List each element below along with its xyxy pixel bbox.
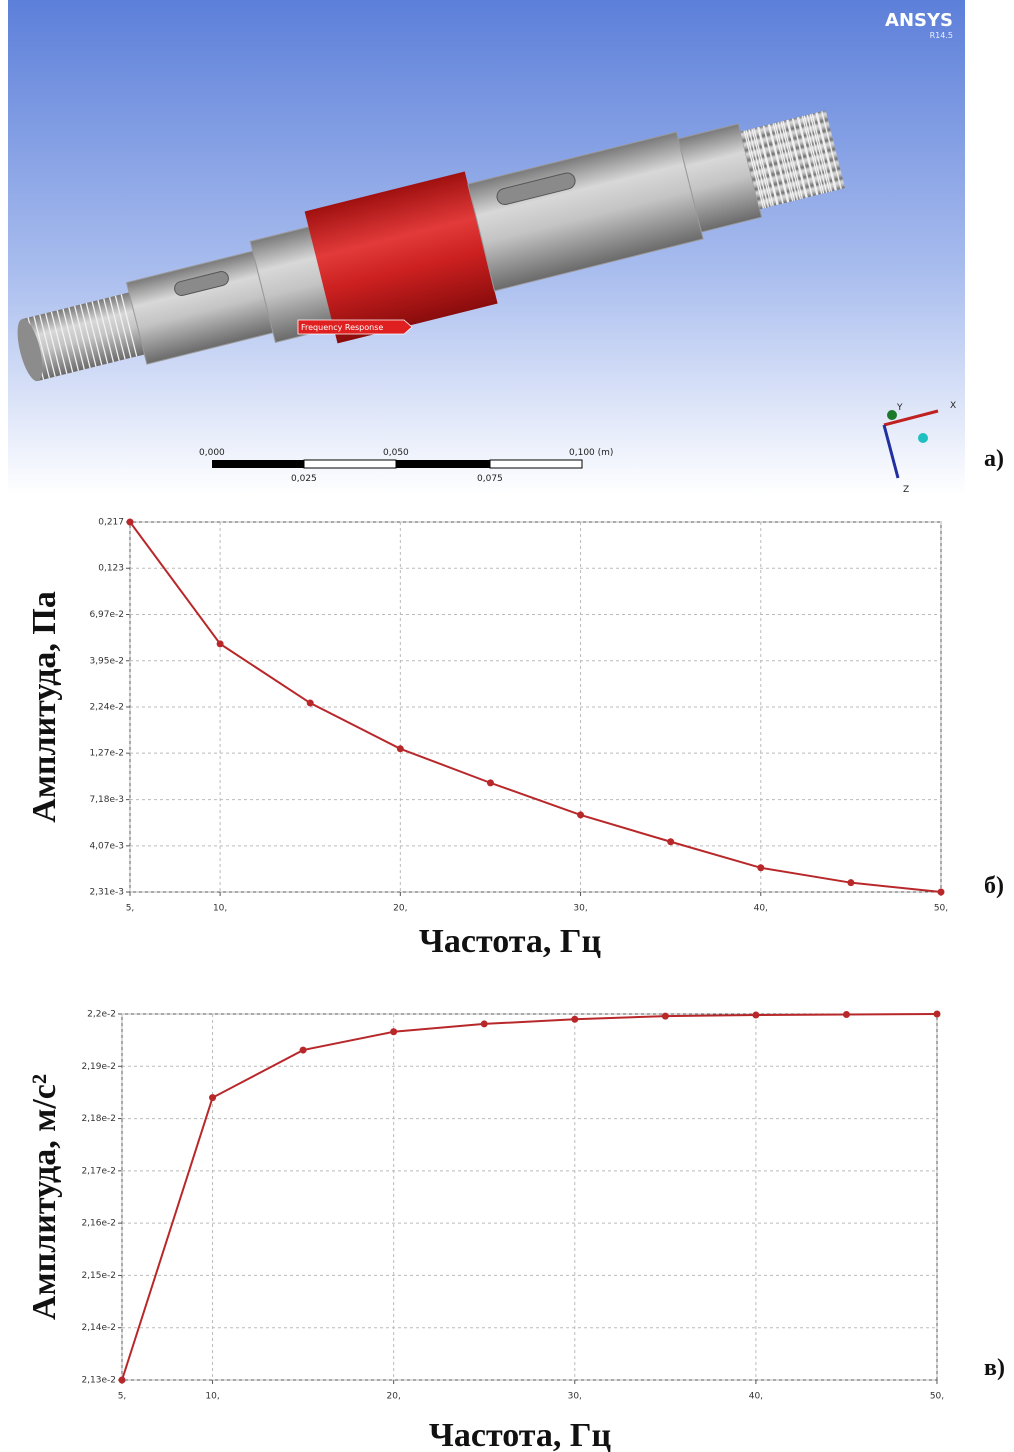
data-point	[119, 1377, 126, 1384]
x-tick-label: 50,	[930, 1392, 944, 1402]
y-tick-label: 2,18e-2	[81, 1114, 116, 1124]
data-point	[487, 779, 494, 786]
data-point	[934, 1011, 941, 1018]
data-point	[667, 838, 674, 845]
y-axis-title: Амплитуда, м/с²	[26, 1074, 63, 1320]
y-axis-title: Амплитуда, Па	[26, 591, 63, 823]
y-tick-label: 6,97e-2	[89, 610, 124, 620]
panel-label: б)	[984, 873, 1004, 899]
y-tick-label: 3,95e-2	[89, 656, 124, 666]
data-point	[481, 1020, 488, 1027]
y-tick-label: 2,14e-2	[81, 1323, 116, 1333]
x-axis-title: Частота, Гц	[429, 1417, 612, 1452]
scale-segment	[396, 460, 490, 468]
x-tick-label: 20,	[387, 1392, 401, 1402]
y-tick-label: 2,31e-3	[89, 888, 124, 898]
data-point	[847, 879, 854, 886]
data-point	[300, 1047, 307, 1054]
y-tick-label: 2,24e-2	[89, 702, 124, 712]
data-point	[217, 640, 224, 647]
logo: ANSYS	[885, 10, 953, 31]
data-point	[938, 889, 945, 896]
y-tick-label: 2,16e-2	[81, 1219, 116, 1229]
scale-segment	[212, 460, 304, 468]
x-tick-label: 40,	[754, 904, 768, 914]
probe-callout: Frequency Response	[298, 320, 412, 334]
chart: 2,13e-2 2,14e-2 2,15e-2 2,16e-2 2,17e-2 2,18e…	[81, 1010, 944, 1402]
y-tick-label: 2,19e-2	[81, 1062, 116, 1072]
x-tick-label: 10,	[205, 1392, 219, 1402]
axis-label: Y	[896, 403, 903, 413]
version: R14.5	[930, 31, 953, 40]
probe-label: Frequency Response	[301, 323, 383, 332]
x-tick-label: 10,	[213, 904, 227, 914]
scale-label: 0,050	[383, 448, 409, 458]
viewport: ANSYS R14.5 Frequency Response	[4, 0, 1004, 495]
scale-label: 0,025	[291, 474, 317, 484]
data-point	[307, 700, 314, 707]
data-point	[209, 1094, 216, 1101]
y-tick-label: 0,217	[98, 518, 124, 528]
figure: ANSYS R14.5 Frequency Response	[0, 0, 1014, 1452]
data-point	[390, 1028, 397, 1035]
scale-label: 0,075	[477, 474, 503, 484]
data-point	[571, 1016, 578, 1023]
y-tick-label: 1,27e-2	[89, 749, 124, 759]
plot-area	[122, 1014, 937, 1380]
y-tick-label: 4,07e-3	[89, 841, 124, 851]
axis-label: X	[950, 401, 956, 411]
view-sphere	[918, 433, 928, 443]
scale-label: 0,100 (m)	[569, 448, 613, 458]
x-tick-label: 40,	[749, 1392, 763, 1402]
scale-label: 0,000	[199, 448, 225, 458]
data-point	[127, 519, 134, 526]
y-tick-label: 7,18e-3	[89, 795, 124, 805]
panel-label: а)	[984, 446, 1004, 472]
x-axis-title: Частота, Гц	[419, 923, 602, 960]
data-point	[757, 864, 764, 871]
data-point	[752, 1012, 759, 1019]
y-axis-marker	[887, 410, 897, 420]
y-tick-label: 0,123	[98, 564, 124, 574]
x-tick-label: 30,	[568, 1392, 582, 1402]
x-tick-label: 5,	[126, 904, 135, 914]
axis-label: Z	[903, 485, 909, 495]
data-point	[577, 811, 584, 818]
x-tick-label: 50,	[934, 904, 948, 914]
y-tick-label: 2,2e-2	[87, 1010, 116, 1020]
scale-segment	[490, 460, 582, 468]
data-point	[843, 1011, 850, 1018]
y-tick-label: 2,13e-2	[81, 1376, 116, 1386]
data-point	[662, 1013, 669, 1020]
x-tick-label: 20,	[393, 904, 407, 914]
panel-label: в)	[984, 1355, 1005, 1381]
chart: 2,31e-3 4,07e-3 7,18e-3 1,27e-2 2,24e-2 3,95e…	[89, 518, 948, 914]
data-point	[397, 745, 404, 752]
scale-segment	[304, 460, 396, 468]
y-tick-label: 2,17e-2	[81, 1166, 116, 1176]
x-tick-label: 30,	[573, 904, 587, 914]
x-tick-label: 5,	[118, 1392, 127, 1402]
y-tick-label: 2,15e-2	[81, 1271, 116, 1281]
